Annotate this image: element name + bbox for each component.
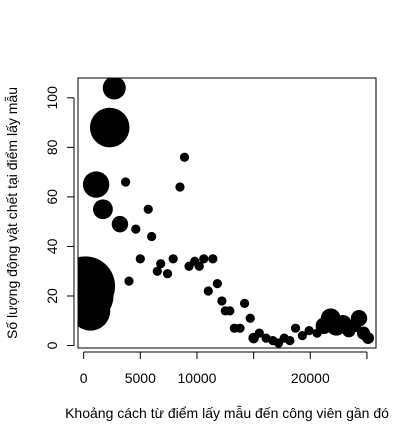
data-point-43 [304, 326, 314, 336]
data-point-11 [135, 254, 145, 264]
data-point-9 [124, 276, 134, 286]
data-point-40 [285, 335, 295, 346]
data-points [78, 78, 375, 348]
data-point-3 [82, 171, 110, 198]
data-point-31 [235, 323, 245, 333]
y-tick-label-4: 80 [44, 139, 60, 155]
y-tick-label-0: 0 [44, 341, 60, 349]
x-tick-label-3: 20000 [291, 370, 330, 386]
data-point-24 [203, 286, 213, 296]
data-point-22 [194, 261, 204, 271]
data-point-17 [168, 254, 178, 264]
data-point-14 [152, 266, 162, 276]
data-point-15 [156, 259, 166, 269]
data-point-35 [254, 328, 264, 338]
data-point-18 [175, 182, 185, 192]
x-tick-label-2: 10000 [178, 370, 217, 386]
data-point-7 [111, 215, 129, 233]
x-tick-label-1: 5000 [125, 370, 156, 386]
x-tick-label-0: 0 [80, 370, 88, 386]
data-point-13 [147, 231, 157, 242]
y-tick-label-3: 60 [44, 189, 60, 205]
x-axis-label: Khoảng cách từ điểm lấy mẫu đến công viê… [65, 405, 389, 421]
data-point-23 [199, 254, 209, 264]
data-point-16 [162, 269, 173, 279]
data-point-51 [350, 310, 368, 327]
data-point-29 [225, 306, 235, 316]
y-axis-label: Số lượng động vật chết tại điểm lấy mẫu [4, 87, 20, 339]
data-point-53 [362, 332, 375, 345]
x-axis: 0 5000 10000 20000 [80, 351, 368, 386]
data-point-33 [245, 313, 255, 323]
data-point-42 [297, 330, 307, 341]
data-point-6 [102, 78, 126, 100]
data-point-5 [89, 107, 130, 148]
data-point-12 [143, 204, 153, 214]
data-point-27 [217, 296, 227, 306]
data-point-8 [120, 177, 131, 187]
y-tick-label-2: 40 [44, 238, 60, 254]
data-point-19 [179, 152, 190, 162]
data-point-2 [78, 291, 111, 331]
data-point-26 [212, 278, 222, 289]
y-tick-label-1: 20 [44, 288, 60, 304]
plot-frame [77, 77, 377, 349]
data-point-4 [93, 199, 113, 220]
y-tick-label-5: 100 [44, 86, 60, 110]
data-point-25 [208, 254, 218, 264]
data-point-41 [290, 323, 301, 333]
y-axis: 0 20 40 60 80 100 [44, 86, 75, 349]
data-point-32 [239, 298, 250, 309]
data-point-10 [131, 224, 141, 234]
